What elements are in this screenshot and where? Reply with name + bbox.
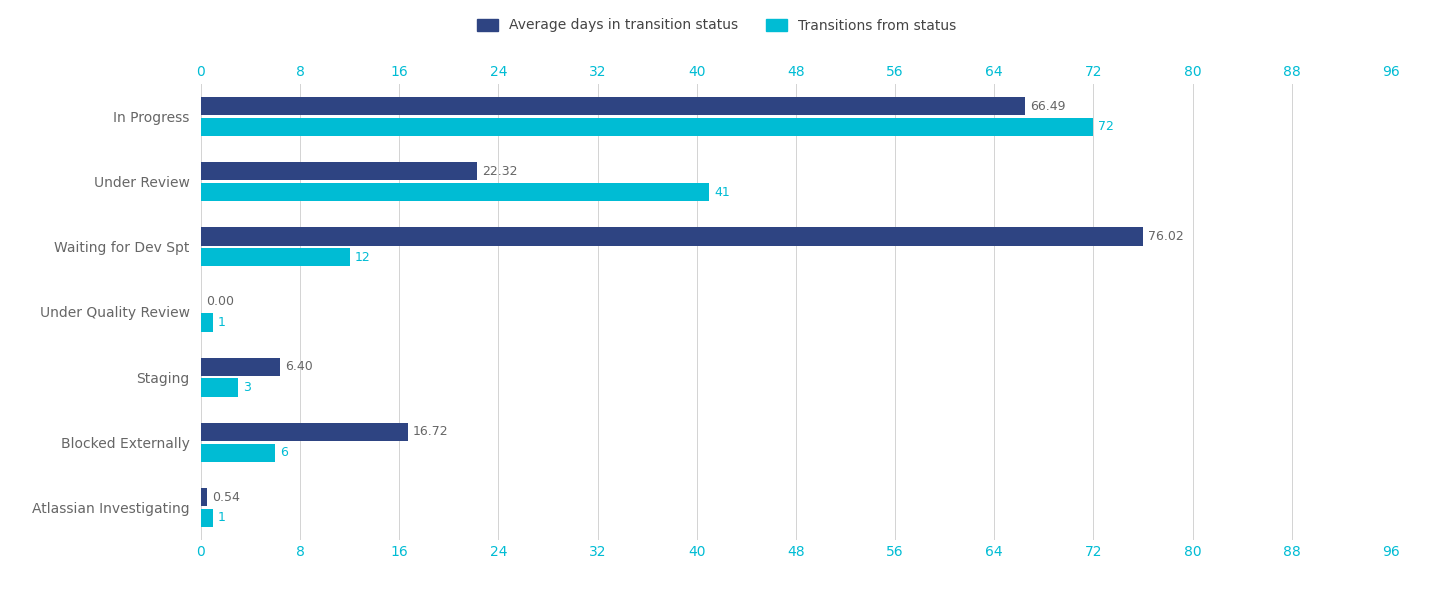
Bar (201, 443, 275, 462)
Bar (201, 248, 350, 266)
Text: 1: 1 (218, 316, 227, 329)
Legend: Average days in transition status, Transitions from status: Average days in transition status, Trans… (472, 13, 962, 38)
Text: 12: 12 (354, 251, 370, 264)
Text: 6: 6 (280, 446, 288, 459)
Text: 22.32: 22.32 (482, 165, 518, 178)
Text: 16.72: 16.72 (413, 425, 449, 439)
Bar (201, 97, 1025, 115)
Text: 76.02: 76.02 (1149, 230, 1184, 243)
Text: 0.00: 0.00 (205, 295, 234, 308)
Bar (201, 118, 1093, 136)
Text: 3: 3 (242, 381, 251, 394)
Text: 1: 1 (218, 511, 227, 524)
Bar (201, 162, 478, 181)
Bar (201, 183, 708, 201)
Bar (201, 509, 214, 527)
Bar (201, 358, 280, 376)
Text: 66.49: 66.49 (1030, 100, 1065, 113)
Bar (201, 488, 208, 506)
Bar (201, 227, 1143, 245)
Text: 0.54: 0.54 (212, 491, 241, 503)
Bar (201, 423, 409, 441)
Text: 72: 72 (1098, 121, 1114, 133)
Text: 6.40: 6.40 (285, 360, 313, 373)
Text: 41: 41 (714, 185, 730, 199)
Bar (201, 313, 214, 332)
Bar (201, 379, 238, 397)
